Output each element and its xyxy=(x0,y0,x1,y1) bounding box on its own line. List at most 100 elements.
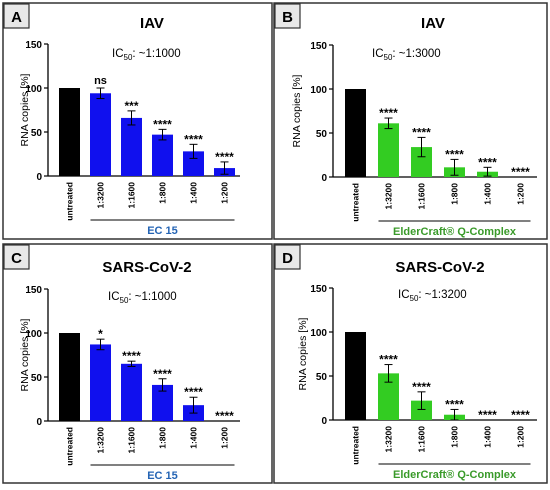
x-tick-label: 1:1600 xyxy=(127,427,137,454)
y-tick-label: 100 xyxy=(310,328,327,339)
ic50-subscript: 50 xyxy=(410,294,419,303)
x-tick-label: 1:400 xyxy=(483,426,493,448)
x-tick-label: 1:200 xyxy=(220,182,230,204)
ic50-annotation: IC50: ~1:3200 xyxy=(398,289,467,303)
y-tick-label: 50 xyxy=(316,129,328,140)
y-axis-label: RNA copies [%] xyxy=(297,317,309,390)
panel-letter-box xyxy=(274,3,301,29)
bar xyxy=(183,151,204,176)
bar xyxy=(378,373,399,420)
bar xyxy=(345,89,366,177)
chart-title: IAV xyxy=(140,15,164,32)
significance-label: **** xyxy=(184,132,203,146)
ic50-value: : ~1:3200 xyxy=(418,289,466,301)
bar xyxy=(59,88,80,176)
x-tick-label: 1:200 xyxy=(516,426,526,448)
bar xyxy=(90,93,111,176)
product-label: EC 15 xyxy=(147,225,178,237)
ic50-prefix: IC xyxy=(398,289,410,301)
panel-border xyxy=(2,243,273,484)
significance-label: **** xyxy=(445,397,464,411)
x-tick-label: 1:800 xyxy=(450,426,460,448)
significance-label: **** xyxy=(379,353,398,367)
x-tick-label: untreated xyxy=(65,427,75,466)
panel-border xyxy=(273,2,548,240)
bar xyxy=(90,344,111,421)
ic50-value: : ~1:1000 xyxy=(132,48,180,60)
chart-title: SARS-CoV-2 xyxy=(395,259,484,276)
significance-label: **** xyxy=(478,155,497,169)
significance-label: **** xyxy=(379,106,398,120)
panel-letter-box xyxy=(3,3,30,29)
x-tick-label: 1:800 xyxy=(450,183,460,205)
x-tick-label: 1:1600 xyxy=(417,426,427,453)
bar xyxy=(152,384,173,421)
x-tick-label: 1:1600 xyxy=(127,182,137,209)
y-tick-label: 100 xyxy=(25,329,42,340)
y-tick-label: 100 xyxy=(310,85,327,96)
bar xyxy=(378,123,399,177)
product-label: EC 15 xyxy=(147,470,178,482)
ic50-prefix: IC xyxy=(112,48,124,60)
x-tick-label: 1:3200 xyxy=(96,182,106,209)
y-tick-label: 0 xyxy=(36,172,42,183)
x-tick-label: 1:200 xyxy=(220,427,230,449)
y-tick-label: 150 xyxy=(25,40,42,51)
y-tick-label: 0 xyxy=(321,173,327,184)
x-tick-label: untreated xyxy=(65,182,75,221)
bar xyxy=(59,333,80,421)
ic50-prefix: IC xyxy=(108,291,120,303)
ic50-subscript: 50 xyxy=(124,53,133,62)
x-tick-label: untreated xyxy=(351,183,361,222)
significance-label: **** xyxy=(184,385,203,399)
panel-letter: D xyxy=(282,250,293,267)
ic50-annotation: IC50: ~1:1000 xyxy=(112,48,181,62)
significance-label: **** xyxy=(412,380,431,394)
x-tick-label: 1:800 xyxy=(158,427,168,449)
significance-label: **** xyxy=(511,408,530,422)
y-axis-label: RNA copies [%] xyxy=(19,318,31,391)
chart-title: IAV xyxy=(421,15,445,32)
significance-label: **** xyxy=(153,117,172,131)
panel-border xyxy=(2,2,273,240)
panel-letter: A xyxy=(11,9,22,26)
significance-label: **** xyxy=(445,147,464,161)
ic50-subscript: 50 xyxy=(384,53,393,62)
significance-label: * xyxy=(98,327,103,341)
significance-label: ns xyxy=(94,75,107,87)
significance-label: **** xyxy=(478,408,497,422)
ic50-value: : ~1:1000 xyxy=(128,291,176,303)
bar xyxy=(345,332,366,420)
y-tick-label: 100 xyxy=(25,84,42,95)
significance-label: **** xyxy=(153,367,172,381)
ic50-annotation: IC50: ~1:3000 xyxy=(372,48,441,62)
y-tick-label: 150 xyxy=(310,284,327,295)
x-tick-label: 1:1600 xyxy=(417,183,427,210)
x-tick-label: untreated xyxy=(351,426,361,465)
ic50-annotation: IC50: ~1:1000 xyxy=(108,291,177,305)
y-axis-label: RNA copies [%] xyxy=(291,74,303,147)
y-tick-label: 0 xyxy=(36,417,42,428)
bar xyxy=(152,134,173,176)
bar xyxy=(121,117,142,176)
significance-label: **** xyxy=(122,349,141,363)
significance-label: **** xyxy=(215,409,234,423)
x-tick-label: 1:400 xyxy=(483,183,493,205)
y-tick-label: 50 xyxy=(31,373,43,384)
product-label: ElderCraft® Q-Complex xyxy=(393,469,517,481)
ic50-subscript: 50 xyxy=(120,296,129,305)
panel-border xyxy=(273,243,548,484)
bar xyxy=(411,400,432,420)
significance-label: **** xyxy=(412,125,431,139)
significance-label: **** xyxy=(215,150,234,164)
panel-letter: B xyxy=(282,9,293,26)
panel-letter: C xyxy=(11,250,22,267)
significance-label: *** xyxy=(124,99,138,113)
x-tick-label: 1:200 xyxy=(516,183,526,205)
chart-title: SARS-CoV-2 xyxy=(102,259,191,276)
